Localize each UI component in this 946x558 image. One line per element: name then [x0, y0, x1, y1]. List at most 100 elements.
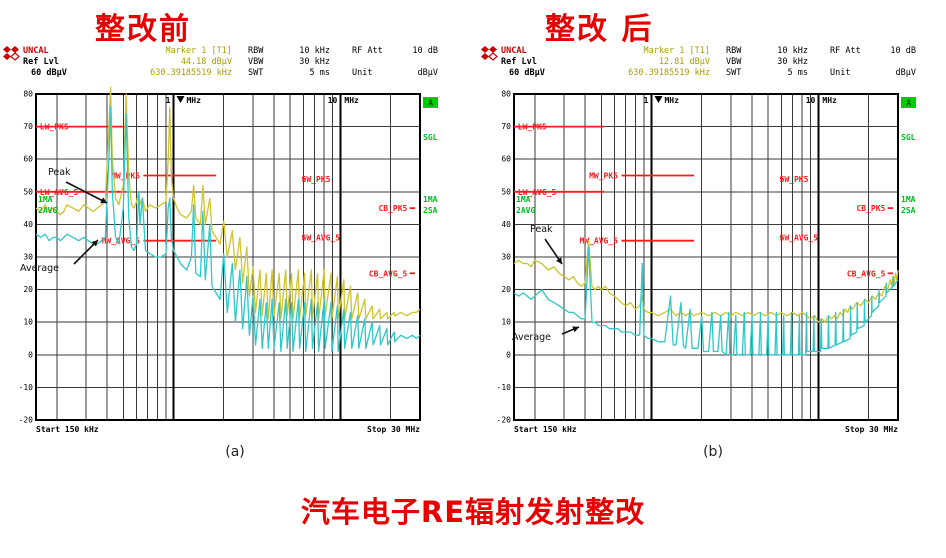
panel-after: UNCAL Ref Lvl 60 dBµV Marker 1 [T1] 12.8…	[478, 44, 946, 464]
svg-text:-20: -20	[497, 416, 512, 425]
svg-text:MHz: MHz	[344, 96, 359, 105]
svg-text:1: 1	[166, 96, 171, 105]
rbw-label: RBW	[726, 46, 742, 56]
marker-label: Marker 1 [T1]	[165, 46, 232, 56]
limit-label-SW_AVG_5: SW_AVG_5	[302, 233, 341, 242]
rf-att-label: RF Att	[352, 46, 383, 56]
svg-text:50: 50	[501, 187, 511, 196]
rbw-label: RBW	[248, 46, 264, 56]
svg-text:30: 30	[23, 253, 33, 262]
svg-text:70: 70	[501, 122, 511, 131]
unit-value: dBµV	[417, 68, 438, 78]
annotations: Peak Average	[512, 224, 580, 343]
svg-text:MHz: MHz	[822, 96, 837, 105]
svg-text:2SA: 2SA	[901, 206, 916, 215]
grid	[513, 93, 899, 421]
start-frequency-label: Start 150 kHz	[514, 425, 577, 434]
trace-average	[513, 246, 899, 356]
swt-label: SWT	[726, 68, 742, 78]
rs-logo-icon	[481, 46, 498, 61]
limit-label-MW_PK5: MW_PK5	[111, 172, 140, 181]
rbw-value: 10 kHz	[299, 46, 330, 56]
svg-text:0: 0	[506, 350, 511, 359]
peak-annotation: Peak	[48, 167, 71, 178]
vbw-value: 30 kHz	[299, 57, 330, 67]
trace-peak	[35, 86, 421, 320]
title-after: 整改 后	[545, 12, 654, 47]
svg-text:50: 50	[23, 187, 33, 196]
svg-text:MHz: MHz	[186, 96, 201, 105]
y-axis-labels: 80 70 60 50 40 30 20 10 0 -10 -20	[497, 90, 512, 425]
svg-text:-20: -20	[19, 416, 34, 425]
limit-label-SW_PK5: SW_PK5	[302, 175, 331, 184]
panel-before: UNCAL Ref Lvl 60 dBµV Marker 1 [T1] 44.1…	[0, 44, 473, 464]
bottom-title: 汽车电子RE辐射发射整改	[300, 495, 646, 529]
grid	[35, 93, 421, 421]
limit-label-CB_PK5: CB_PK5	[378, 204, 407, 213]
ref-lvl-value: 60 dBµV	[31, 68, 67, 78]
ref-lvl-label: Ref Lvl	[23, 57, 59, 67]
marker-triangle-icon	[176, 96, 185, 103]
marker-frequency: 630.39185519 kHz	[628, 68, 710, 78]
svg-text:10: 10	[328, 96, 338, 105]
marker-frequency: 630.39185519 kHz	[150, 68, 232, 78]
svg-text:-10: -10	[497, 383, 512, 392]
trace-average	[35, 106, 421, 353]
svg-text:60: 60	[23, 155, 33, 164]
svg-text:0: 0	[28, 350, 33, 359]
footer-labels: Start 150 kHz Stop 30 MHz	[514, 425, 898, 434]
svg-text:1MA: 1MA	[423, 195, 438, 204]
svg-text:-10: -10	[19, 383, 34, 392]
vbw-label: VBW	[726, 57, 742, 67]
plot-border	[513, 93, 899, 421]
limit-label-LW_AVG_5: LW_AVG_5	[40, 188, 79, 197]
unit-label: Unit	[352, 68, 373, 78]
limit-lines: LW_PK5 LW_AVG_5 MW_PK5 MW_AVG_5 SW_PK5 SW_AVG…	[514, 123, 893, 278]
svg-text:10: 10	[501, 318, 511, 327]
trace-info: A SGL 1MA 2SA 1MA 2AVG	[516, 97, 916, 215]
peak-annotation: Peak	[530, 224, 553, 235]
average-annotation: Average	[20, 263, 59, 274]
unit-value: dBµV	[895, 68, 916, 78]
limit-label-LW_PK5: LW_PK5	[518, 123, 547, 132]
title-before: 整改前	[95, 12, 191, 47]
svg-text:A: A	[906, 99, 911, 108]
svg-text:80: 80	[501, 90, 511, 99]
svg-text:10: 10	[806, 96, 816, 105]
subfigure-label-a: (a)	[225, 444, 245, 460]
limit-label-CB_PK5: CB_PK5	[856, 204, 885, 213]
trace-info: A SGL 1MA 2SA 1MA 2AVG	[38, 97, 438, 215]
svg-text:1MA: 1MA	[38, 195, 53, 204]
limit-label-MW_PK5: MW_PK5	[589, 172, 618, 181]
vbw-value: 30 kHz	[777, 57, 808, 67]
limit-label-MW_AVG_5: MW_AVG_5	[579, 237, 618, 246]
svg-text:80: 80	[23, 90, 33, 99]
svg-text:10: 10	[23, 318, 33, 327]
rs-logo-icon	[3, 46, 20, 61]
rbw-value: 10 kHz	[777, 46, 808, 56]
rf-att-value: 10 dB	[412, 46, 438, 56]
vbw-label: VBW	[248, 57, 264, 67]
svg-text:2AVG: 2AVG	[38, 206, 57, 215]
limit-label-CB_AVG_5: CB_AVG_5	[847, 269, 886, 278]
marker-triangle-icon	[654, 96, 663, 103]
ref-lvl-label: Ref Lvl	[501, 57, 537, 67]
swt-value: 5 ms	[309, 68, 330, 78]
unit-label: Unit	[830, 68, 851, 78]
ref-lvl-value: 60 dBµV	[509, 68, 545, 78]
svg-text:MHz: MHz	[664, 96, 679, 105]
footer-labels: Start 150 kHz Stop 30 MHz	[36, 425, 420, 434]
svg-text:SGL: SGL	[423, 133, 438, 142]
svg-text:1MA: 1MA	[901, 195, 916, 204]
rf-att-label: RF Att	[830, 46, 861, 56]
svg-text:A: A	[428, 99, 433, 108]
limit-label-LW_PK5: LW_PK5	[40, 123, 69, 132]
limit-label-LW_AVG_5: LW_AVG_5	[518, 188, 557, 197]
stop-frequency-label: Stop 30 MHz	[845, 425, 898, 434]
svg-text:40: 40	[23, 220, 33, 229]
limit-label-SW_PK5: SW_PK5	[780, 175, 809, 184]
start-frequency-label: Start 150 kHz	[36, 425, 99, 434]
limit-label-MW_AVG_5: MW_AVG_5	[101, 237, 140, 246]
